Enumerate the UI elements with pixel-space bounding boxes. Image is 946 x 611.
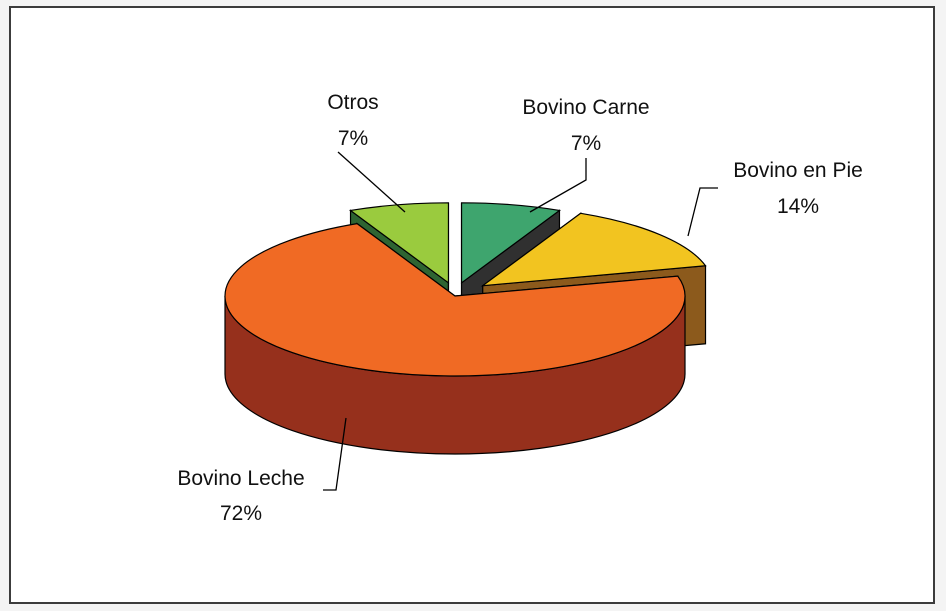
slice-label-name: Bovino Carne: [522, 96, 649, 119]
slice-label-pct: 72%: [220, 502, 262, 525]
bovino-carne-leader-line: [529, 158, 587, 213]
slice-label-pct: 7%: [338, 127, 368, 150]
bovino-en-pie-leader-line: [687, 187, 718, 237]
label-bovino-en-pie: Bovino en Pie 14%: [733, 159, 863, 218]
label-bovino-leche: Bovino Leche 72%: [177, 467, 304, 525]
leader-lines: [323, 151, 718, 491]
bovino-carne-slice: [460, 202, 561, 285]
slice-label-pct: 7%: [571, 132, 601, 155]
bovino-en-pie-slice: [480, 212, 707, 287]
slice-label-name: Otros: [327, 91, 378, 114]
label-bovino-carne: Bovino Carne 7%: [522, 96, 649, 155]
pie-top-faces: [224, 202, 707, 377]
otros-slice: [349, 202, 450, 285]
otros-leader-line: [337, 151, 406, 213]
slice-label-name: Bovino Leche: [177, 467, 304, 490]
bovino-leche-leader-line: [323, 417, 347, 491]
bovino-leche-slice: [224, 222, 686, 377]
label-otros: Otros 7%: [327, 91, 378, 150]
slice-label-name: Bovino en Pie: [733, 159, 863, 182]
slice-label-pct: 14%: [777, 195, 819, 218]
